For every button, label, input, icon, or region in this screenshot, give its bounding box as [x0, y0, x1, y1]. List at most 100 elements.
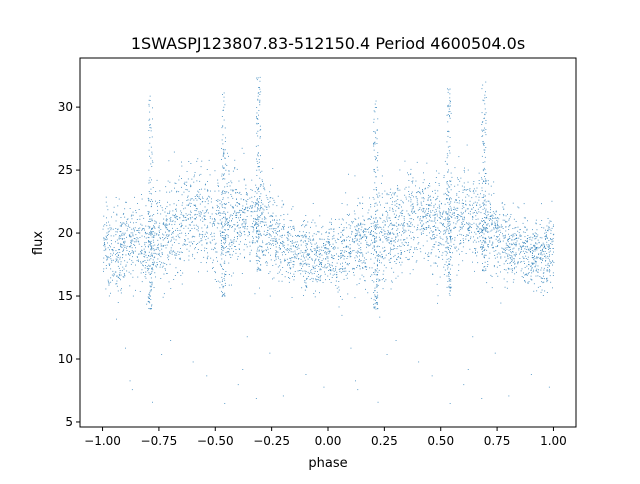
data-point	[547, 237, 548, 239]
data-point	[250, 249, 252, 251]
data-point	[116, 260, 117, 262]
data-point	[346, 204, 348, 206]
data-point	[542, 258, 544, 259]
data-point	[473, 202, 475, 204]
data-point	[485, 268, 487, 270]
data-point	[400, 264, 402, 266]
data-point	[330, 269, 332, 271]
data-point	[473, 222, 475, 224]
data-point	[458, 219, 460, 221]
data-point	[448, 232, 449, 234]
data-point	[446, 141, 448, 143]
data-point	[117, 229, 119, 231]
data-point	[224, 221, 226, 223]
data-point	[287, 231, 289, 233]
data-point	[382, 221, 384, 223]
data-point	[460, 177, 462, 179]
data-point	[505, 226, 507, 228]
data-point	[121, 247, 123, 248]
data-point	[507, 241, 509, 243]
data-point	[435, 262, 436, 264]
data-point	[393, 224, 395, 226]
data-point	[333, 228, 335, 230]
data-point	[211, 239, 213, 241]
data-point	[369, 218, 371, 220]
data-point	[278, 280, 280, 282]
data-point	[225, 242, 226, 244]
data-point	[164, 225, 166, 227]
data-point	[219, 199, 221, 201]
data-point	[236, 232, 238, 233]
data-point	[302, 270, 304, 272]
data-point	[365, 235, 367, 237]
data-point	[428, 226, 430, 228]
data-point	[524, 232, 526, 233]
data-point	[115, 231, 117, 233]
data-point	[546, 278, 547, 280]
data-point	[497, 261, 499, 263]
data-point	[468, 227, 470, 229]
data-point	[167, 238, 168, 239]
data-point	[472, 212, 474, 214]
data-point	[447, 131, 449, 132]
data-point	[218, 210, 220, 211]
data-point	[222, 235, 224, 236]
data-point	[467, 189, 469, 190]
data-point	[105, 196, 107, 198]
data-point	[479, 232, 480, 234]
data-point	[493, 228, 495, 230]
data-point	[225, 271, 227, 272]
data-point	[492, 247, 494, 249]
data-point	[151, 255, 153, 257]
data-point	[240, 214, 242, 216]
data-point	[525, 251, 527, 253]
data-point	[416, 198, 418, 199]
data-point	[394, 217, 396, 218]
data-point	[491, 222, 493, 224]
data-point	[463, 186, 465, 188]
data-point	[265, 224, 267, 226]
data-point	[514, 239, 516, 241]
data-point	[315, 225, 317, 227]
data-point	[260, 129, 262, 130]
data-point	[110, 255, 111, 257]
data-point	[110, 246, 111, 248]
data-point	[108, 283, 110, 285]
data-point	[265, 254, 266, 256]
data-point	[282, 226, 284, 228]
data-point	[446, 153, 448, 155]
data-point	[131, 228, 133, 230]
data-point	[505, 221, 507, 223]
data-point	[377, 220, 378, 222]
data-point	[409, 251, 410, 253]
data-point	[373, 253, 374, 255]
data-point	[370, 226, 372, 227]
data-point	[493, 246, 494, 248]
data-point	[549, 259, 550, 261]
data-point	[444, 192, 446, 194]
data-point	[265, 261, 267, 262]
data-point	[489, 220, 490, 221]
data-point	[467, 181, 469, 183]
data-point	[151, 153, 153, 155]
data-point	[107, 279, 109, 281]
data-point	[301, 263, 302, 265]
data-point	[449, 205, 451, 207]
data-point	[251, 241, 253, 243]
data-point	[553, 233, 555, 235]
data-point	[448, 278, 450, 279]
data-point	[292, 257, 294, 259]
data-point	[146, 257, 148, 259]
data-point	[307, 238, 309, 240]
data-point	[138, 243, 140, 245]
data-point	[292, 228, 294, 229]
data-point	[481, 121, 483, 123]
data-point	[150, 254, 152, 256]
data-point	[281, 236, 283, 238]
data-point	[495, 232, 497, 233]
data-point	[203, 256, 205, 258]
data-point	[283, 203, 285, 205]
data-point	[332, 228, 334, 230]
data-point	[160, 238, 161, 240]
data-point	[166, 219, 168, 220]
